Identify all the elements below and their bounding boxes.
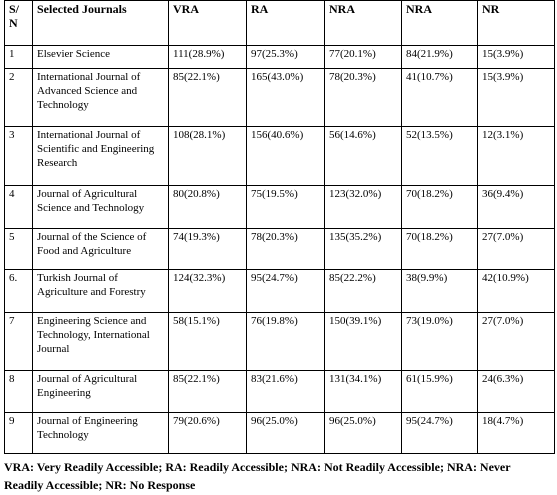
cell-vra: 108(28.1%) bbox=[168, 126, 247, 186]
table-row: 6. Turkish Journal of Agriculture and Fo… bbox=[4, 269, 555, 313]
cell-ra: 95(24.7%) bbox=[246, 269, 325, 313]
table-row: 9 Journal of Engineering Technology 79(2… bbox=[4, 412, 555, 454]
cell-ra: 76(19.8%) bbox=[246, 312, 325, 371]
cell-nra-not: 56(14.6%) bbox=[324, 126, 402, 186]
cell-vra: 79(20.6%) bbox=[168, 412, 247, 454]
cell-ra: 96(25.0%) bbox=[246, 412, 325, 454]
cell-sn: 1 bbox=[4, 45, 33, 69]
cell-ra: 165(43.0%) bbox=[246, 68, 325, 127]
cell-nra-not: 85(22.2%) bbox=[324, 269, 402, 313]
cell-sn: 9 bbox=[4, 412, 33, 454]
table-row: 1 Elsevier Science 111(28.9%) 97(25.3%) … bbox=[4, 45, 555, 69]
cell-nr: 15(3.9%) bbox=[477, 68, 555, 127]
cell-nr: 27(7.0%) bbox=[477, 228, 555, 270]
header-vra: VRA bbox=[168, 0, 247, 46]
cell-journal: Elsevier Science bbox=[32, 45, 169, 69]
cell-nr: 27(7.0%) bbox=[477, 312, 555, 371]
cell-nra-never: 38(9.9%) bbox=[401, 269, 478, 313]
cell-ra: 75(19.5%) bbox=[246, 185, 325, 229]
cell-ra: 83(21.6%) bbox=[246, 370, 325, 413]
cell-sn: 6. bbox=[4, 269, 33, 313]
cell-journal: Journal of Agricultural Science and Tech… bbox=[32, 185, 169, 229]
journals-accessibility-table: S/ N Selected Journals VRA RA NRA NRA NR… bbox=[4, 0, 555, 454]
cell-nra-never: 70(18.2%) bbox=[401, 185, 478, 229]
cell-sn: 2 bbox=[4, 68, 33, 127]
header-nr: NR bbox=[477, 0, 555, 46]
cell-vra: 111(28.9%) bbox=[168, 45, 247, 69]
cell-journal: International Journal of Advanced Scienc… bbox=[32, 68, 169, 127]
cell-journal: International Journal of Scientific and … bbox=[32, 126, 169, 186]
cell-nra-never: 70(18.2%) bbox=[401, 228, 478, 270]
cell-sn: 5 bbox=[4, 228, 33, 270]
table-header-row: S/ N Selected Journals VRA RA NRA NRA NR bbox=[4, 0, 555, 46]
table-row: 7 Engineering Science and Technology, In… bbox=[4, 312, 555, 371]
cell-vra: 85(22.1%) bbox=[168, 370, 247, 413]
cell-nra-not: 123(32.0%) bbox=[324, 185, 402, 229]
cell-nra-never: 61(15.9%) bbox=[401, 370, 478, 413]
cell-nra-not: 77(20.1%) bbox=[324, 45, 402, 69]
cell-sn: 3 bbox=[4, 126, 33, 186]
cell-ra: 78(20.3%) bbox=[246, 228, 325, 270]
cell-nra-not: 78(20.3%) bbox=[324, 68, 402, 127]
cell-sn: 4 bbox=[4, 185, 33, 229]
cell-ra: 97(25.3%) bbox=[246, 45, 325, 69]
cell-nra-not: 131(34.1%) bbox=[324, 370, 402, 413]
cell-nr: 15(3.9%) bbox=[477, 45, 555, 69]
cell-vra: 85(22.1%) bbox=[168, 68, 247, 127]
table-row: 2 International Journal of Advanced Scie… bbox=[4, 68, 555, 127]
cell-nra-not: 150(39.1%) bbox=[324, 312, 402, 371]
cell-ra: 156(40.6%) bbox=[246, 126, 325, 186]
cell-journal: Engineering Science and Technology, Inte… bbox=[32, 312, 169, 371]
cell-nr: 42(10.9%) bbox=[477, 269, 555, 313]
table-row: 4 Journal of Agricultural Science and Te… bbox=[4, 185, 555, 229]
cell-nra-never: 52(13.5%) bbox=[401, 126, 478, 186]
cell-journal: Journal of Engineering Technology bbox=[32, 412, 169, 454]
cell-nra-never: 84(21.9%) bbox=[401, 45, 478, 69]
cell-nr: 24(6.3%) bbox=[477, 370, 555, 413]
cell-nr: 12(3.1%) bbox=[477, 126, 555, 186]
cell-nra-not: 135(35.2%) bbox=[324, 228, 402, 270]
cell-nr: 36(9.4%) bbox=[477, 185, 555, 229]
header-sn: S/ N bbox=[4, 0, 33, 46]
cell-vra: 124(32.3%) bbox=[168, 269, 247, 313]
cell-nra-never: 95(24.7%) bbox=[401, 412, 478, 454]
cell-sn: 8 bbox=[4, 370, 33, 413]
header-selected-journals: Selected Journals bbox=[32, 0, 169, 46]
table-row: 5 Journal of the Science of Food and Agr… bbox=[4, 228, 555, 270]
header-nra-never: NRA bbox=[401, 0, 478, 46]
table-row: 3 International Journal of Scientific an… bbox=[4, 126, 555, 186]
cell-journal: Journal of the Science of Food and Agric… bbox=[32, 228, 169, 270]
cell-nra-never: 41(10.7%) bbox=[401, 68, 478, 127]
table-footnote: VRA: Very Readily Accessible; RA: Readil… bbox=[4, 460, 511, 492]
cell-vra: 74(19.3%) bbox=[168, 228, 247, 270]
cell-journal: Turkish Journal of Agriculture and Fores… bbox=[32, 269, 169, 313]
header-nra-not: NRA bbox=[324, 0, 402, 46]
cell-journal: Journal of Agricultural Engineering bbox=[32, 370, 169, 413]
table-row: 8 Journal of Agricultural Engineering 85… bbox=[4, 370, 555, 413]
cell-vra: 58(15.1%) bbox=[168, 312, 247, 371]
cell-nra-not: 96(25.0%) bbox=[324, 412, 402, 454]
cell-nra-never: 73(19.0%) bbox=[401, 312, 478, 371]
cell-nr: 18(4.7%) bbox=[477, 412, 555, 454]
cell-sn: 7 bbox=[4, 312, 33, 371]
header-ra: RA bbox=[246, 0, 325, 46]
cell-vra: 80(20.8%) bbox=[168, 185, 247, 229]
